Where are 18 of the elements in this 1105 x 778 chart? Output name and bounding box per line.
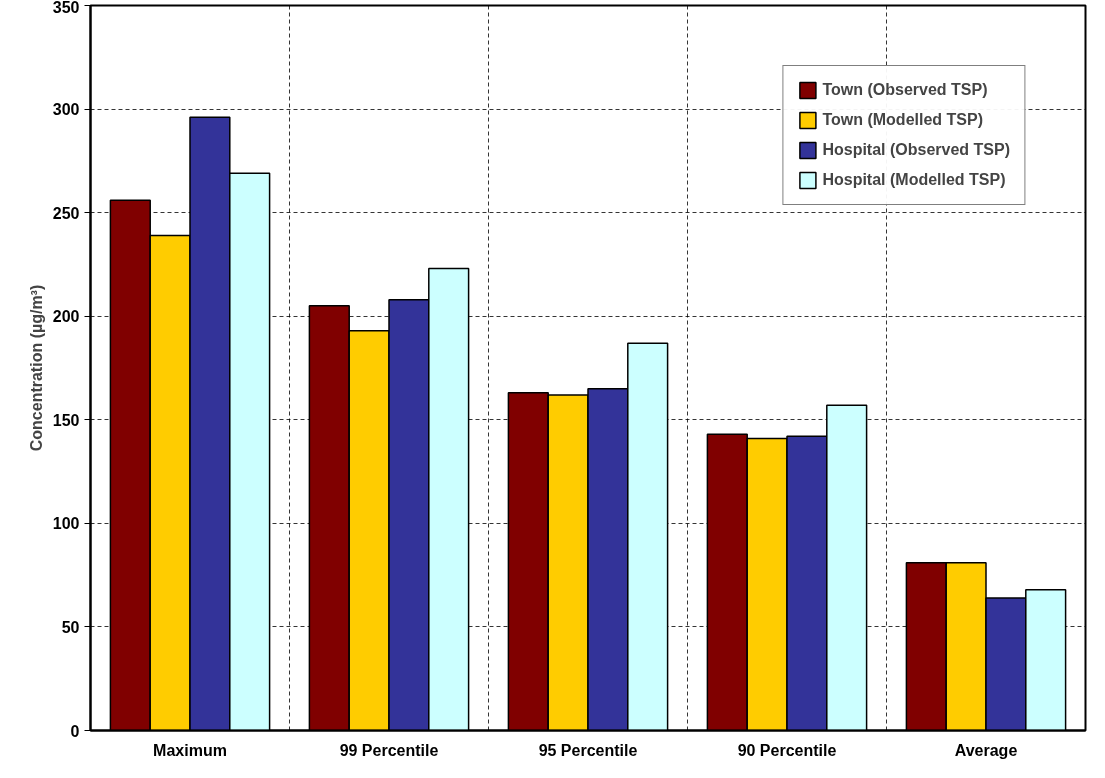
legend-label: Hospital (Observed TSP) — [822, 141, 1010, 159]
legend-label: Hospital (Modelled TSP) — [822, 171, 1006, 189]
x-tick-label: 90 Percentile — [737, 741, 837, 759]
y-tick-label: 50 — [61, 618, 80, 636]
y-tick-label: 0 — [70, 722, 80, 740]
x-tick-label: Maximum — [153, 741, 227, 759]
x-tick-label: Average — [954, 741, 1018, 759]
legend-label: Town (Observed TSP) — [822, 81, 988, 99]
y-tick-label: 300 — [52, 101, 80, 119]
y-tick-label: 100 — [52, 515, 80, 533]
x-tick-label: 99 Percentile — [339, 741, 439, 759]
y-tick-label: 250 — [52, 204, 80, 222]
x-tick-label: 95 Percentile — [538, 741, 638, 759]
y-tick-label: 200 — [52, 308, 80, 326]
y-axis-title: Concentration (µg/m³) — [27, 284, 45, 452]
y-tick-label: 150 — [52, 411, 80, 429]
legend-label: Town (Modelled TSP) — [822, 111, 983, 129]
y-tick-label: 350 — [52, 0, 80, 16]
